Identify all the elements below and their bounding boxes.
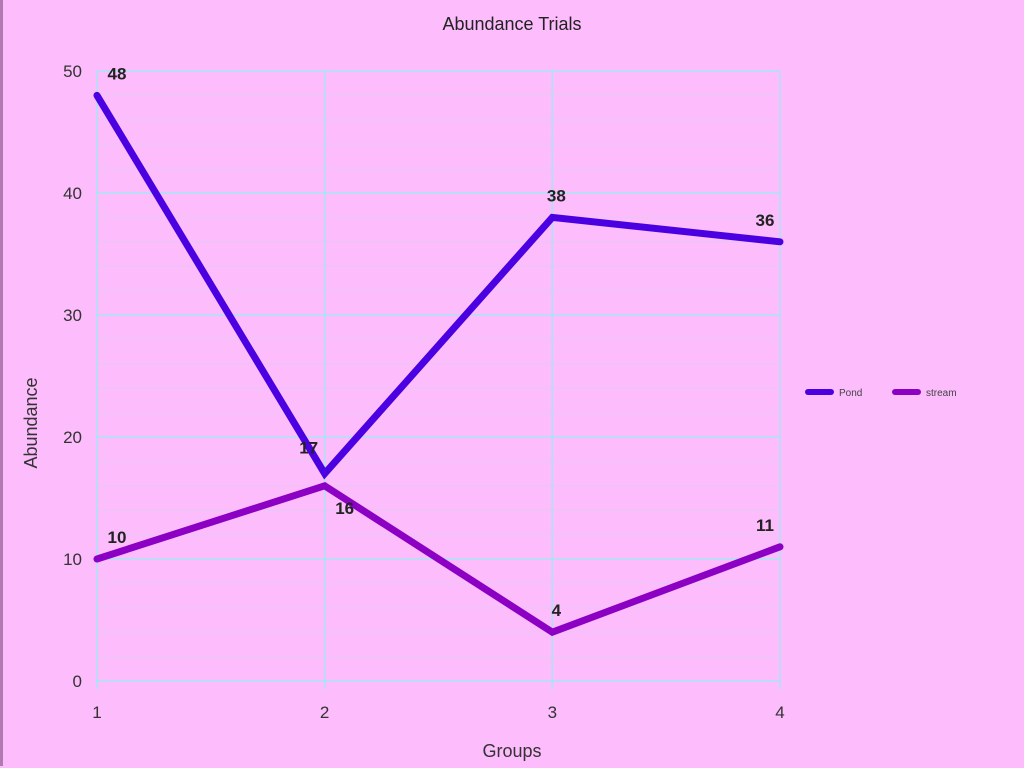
data-label: 4 xyxy=(552,601,562,620)
x-tick-label: 2 xyxy=(320,703,329,722)
y-tick-label: 0 xyxy=(73,672,82,691)
x-tick-label: 4 xyxy=(775,703,784,722)
x-axis-label: Groups xyxy=(482,741,541,761)
series-line-pond xyxy=(93,91,784,480)
data-label: 16 xyxy=(335,499,354,518)
x-tick-label: 1 xyxy=(92,703,101,722)
data-label: 10 xyxy=(108,528,127,547)
y-tick-label: 20 xyxy=(63,428,82,447)
legend-label: Pond xyxy=(839,388,862,399)
y-tick-label: 40 xyxy=(63,184,82,203)
y-axis-label: Abundance xyxy=(21,377,41,468)
x-tick-label: 3 xyxy=(548,703,557,722)
series-line-stream xyxy=(93,481,784,637)
data-label: 36 xyxy=(756,211,775,230)
data-label: 17 xyxy=(299,439,318,458)
legend-label: stream xyxy=(926,388,957,399)
data-label: 38 xyxy=(547,186,566,205)
y-tick-label: 50 xyxy=(63,62,82,81)
y-tick-label: 10 xyxy=(63,550,82,569)
y-tick-label: 30 xyxy=(63,306,82,325)
data-label: 48 xyxy=(108,64,127,83)
data-label: 11 xyxy=(756,516,774,535)
chart-title: Abundance Trials xyxy=(442,14,581,34)
